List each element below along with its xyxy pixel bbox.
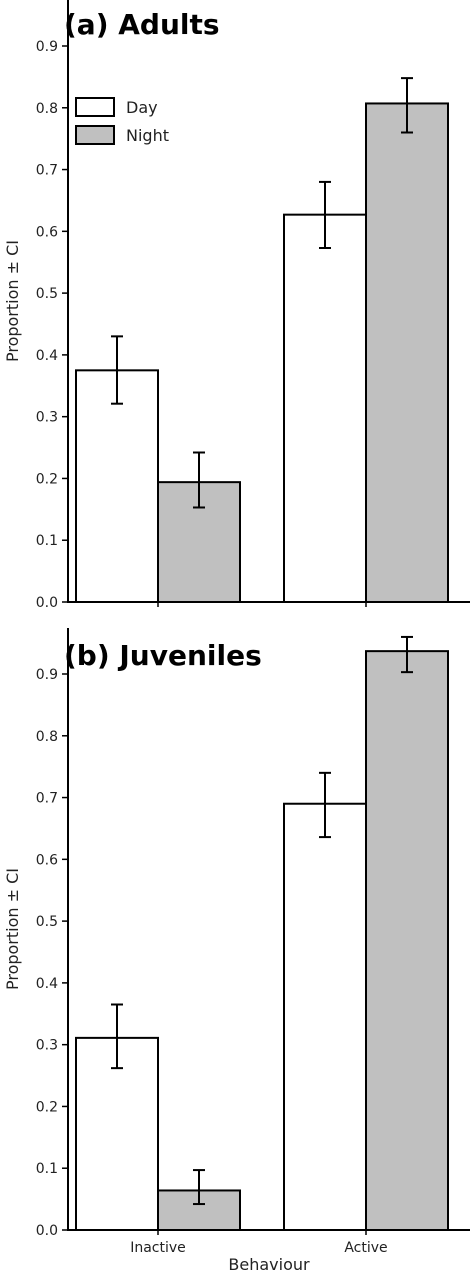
panel-b-y-tick-label: 0.0 xyxy=(36,1223,58,1239)
panel-b-y-tick-label: 0.9 xyxy=(36,667,58,683)
panel-a-y-tick-label: 0.1 xyxy=(36,533,58,549)
panel-b-title: (b) Juveniles xyxy=(64,639,262,672)
panel-a-y-tick-label: 0.4 xyxy=(36,348,58,364)
legend-label-night: Night xyxy=(126,126,169,145)
panel-b-y-tick-label: 0.3 xyxy=(36,1038,58,1054)
panel-b-y-tick-label: 0.2 xyxy=(36,1099,58,1115)
panel-a-bar-day-inactive xyxy=(75,369,159,604)
panel-a-y-tick-label: 0.9 xyxy=(36,39,58,55)
panel-b-x-axis-title: Behaviour xyxy=(228,1255,310,1274)
panel-a-y-tick-label: 0.5 xyxy=(36,286,58,302)
legend-swatch-night xyxy=(75,125,115,145)
panel-a-y-tick-label: 0.8 xyxy=(36,101,58,117)
panel-b-x-tick-label-active: Active xyxy=(344,1240,387,1256)
panel-b-bar-night-active xyxy=(365,650,449,1231)
panel-b-bar-day-inactive xyxy=(75,1036,159,1231)
legend-label-day: Day xyxy=(126,98,158,117)
panel-a-y-tick-label: 0.0 xyxy=(36,595,58,611)
panel-b-bar-day-active xyxy=(283,802,367,1231)
panel-b-y-tick-label: 0.8 xyxy=(36,729,58,745)
panel-b-x-tick-label-inactive: Inactive xyxy=(130,1240,186,1256)
panel-a-y-tick-label: 0.2 xyxy=(36,471,58,487)
panel-b-y-tick-label: 0.5 xyxy=(36,914,58,930)
panel-b-y-tick-label: 0.4 xyxy=(36,976,58,992)
panel-a-y-tick-label: 0.3 xyxy=(36,410,58,426)
legend-swatch-day xyxy=(75,97,115,117)
panel-b-y-tick-label: 0.6 xyxy=(36,852,58,868)
panel-a-bar-night-active xyxy=(365,102,449,603)
panel-b-y-axis-title: Proportion ± CI xyxy=(3,868,22,990)
panel-b-y-tick-label: 0.7 xyxy=(36,791,58,807)
panel-a-y-axis-title: Proportion ± CI xyxy=(3,240,22,362)
panel-a-bar-day-active xyxy=(283,213,367,604)
panel-a-title: (a) Adults xyxy=(64,8,220,41)
panel-a-y-tick-label: 0.6 xyxy=(36,224,58,240)
panel-b-y-tick-label: 0.1 xyxy=(36,1161,58,1177)
panel-a-y-tick-label: 0.7 xyxy=(36,163,58,179)
